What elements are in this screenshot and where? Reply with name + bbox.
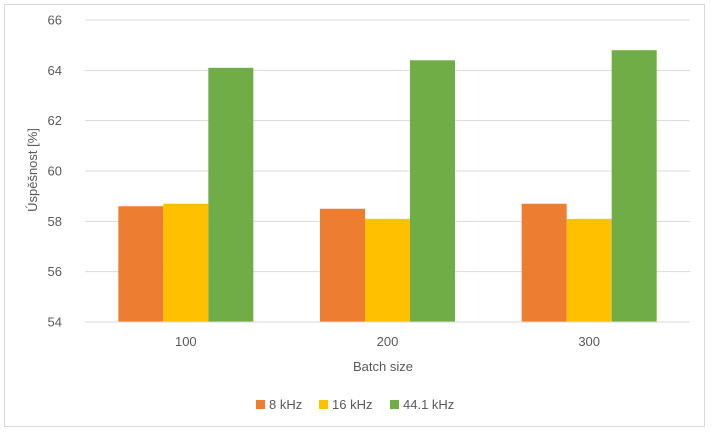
x-tick-label: 200 <box>377 334 399 349</box>
y-tick-label: 56 <box>48 264 62 279</box>
y-tick-label: 64 <box>48 63 62 78</box>
y-tick-label: 60 <box>48 164 62 179</box>
legend-swatch <box>256 400 265 409</box>
y-tick-label: 54 <box>48 315 62 330</box>
x-tick-label: 300 <box>578 334 600 349</box>
legend-swatch <box>390 400 399 409</box>
y-tick-label: 58 <box>48 214 62 229</box>
legend-label: 44.1 kHz <box>403 397 454 412</box>
y-tick-label: 66 <box>48 13 62 28</box>
legend-label: 8 kHz <box>269 397 302 412</box>
bar-16-khz-300 <box>566 218 612 322</box>
bar-16-khz-100 <box>163 203 209 322</box>
bar-8-khz-300 <box>521 203 567 322</box>
y-tick-label: 62 <box>48 113 62 128</box>
x-tick-label: 100 <box>175 334 197 349</box>
bar-44-1-khz-300 <box>611 50 657 322</box>
x-axis-ticks: 100 200 300 <box>175 334 600 349</box>
y-axis-title: Úspěšnost [%] <box>25 128 40 212</box>
legend: 8 kHz 16 kHz 44.1 kHz <box>256 397 454 412</box>
bar-8-khz-100 <box>118 206 164 322</box>
y-axis-ticks: 54 56 58 60 62 64 66 <box>48 13 62 330</box>
bar-44-1-khz-100 <box>208 67 254 322</box>
legend-swatch <box>319 400 328 409</box>
x-axis-title: Batch size <box>353 359 413 374</box>
legend-label: 16 kHz <box>332 397 372 412</box>
bars <box>118 50 657 323</box>
bar-8-khz-200 <box>320 208 365 322</box>
bar-16-khz-200 <box>365 218 410 322</box>
bar-44-1-khz-200 <box>410 60 455 323</box>
